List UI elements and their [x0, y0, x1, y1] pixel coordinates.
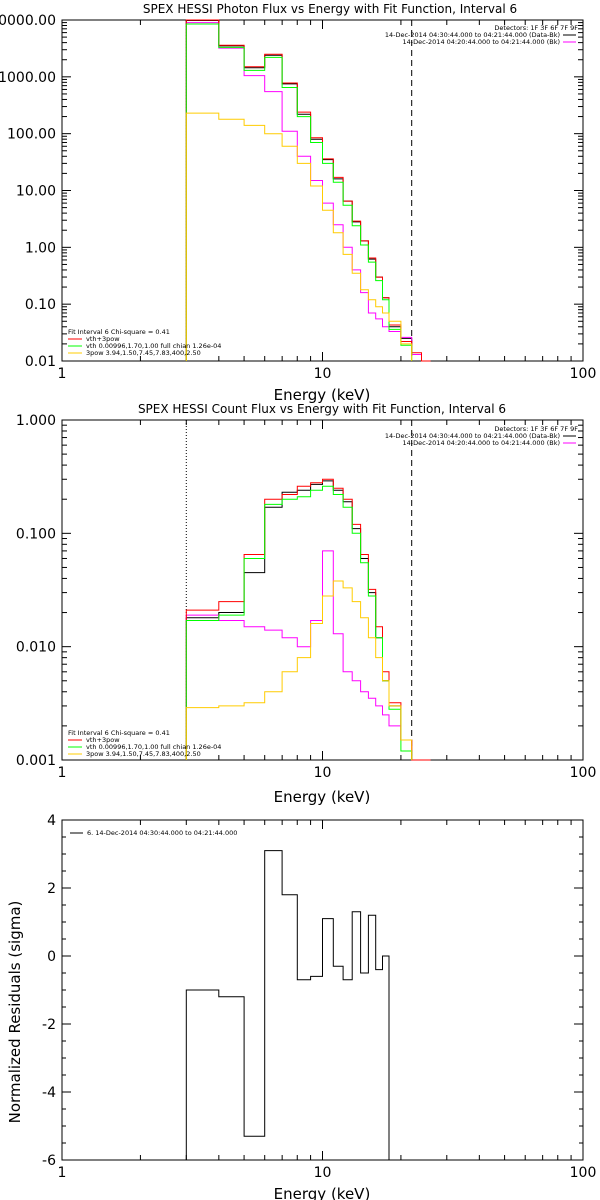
- count-series-3pow: [185, 580, 413, 760]
- photon-bk-interval-text: 14-Dec-2014 04:20:44.000 to 04:21:44.000…: [403, 38, 561, 46]
- photon-x-tick-label: 10: [314, 366, 332, 382]
- photon-x-tick-label: 100: [570, 366, 597, 382]
- photon-y-tick-label: 0.10: [25, 297, 56, 313]
- residuals-plot-area: 1 10 100 -6 -4 -2 0 2 4: [42, 813, 596, 1181]
- photon-flux-panel: SPEX HESSI Photon Flux vs Energy with Fi…: [0, 2, 596, 404]
- count-x-tick-label: 10: [314, 765, 332, 781]
- photon-series-vth: [185, 23, 413, 361]
- residuals-plot-frame: [61, 819, 584, 1161]
- count-flux-panel: SPEX HESSI Count Flux vs Energy with Fit…: [16, 402, 596, 806]
- count-data-bk-interval-text: 14-Dec-2014 04:30:44.000 to 04:21:44.000…: [385, 432, 560, 440]
- photon-y-tick-label: 0.01: [25, 354, 56, 370]
- photon-legend-3pow: 3pow 3.94,1.50,7.45,7.83,400,2.50: [86, 349, 201, 357]
- photon-fit-legend: Fit Interval 6 Chi-square = 0.41 vth+3po…: [68, 328, 221, 357]
- count-legend-3pow: 3pow 3.94,1.50,7.45,7.83,400,2.50: [86, 750, 201, 758]
- photon-y-tick-label: 10.00: [16, 184, 56, 200]
- photon-y-tick-label: 100.00: [7, 127, 56, 143]
- photon-x-axis-label: Energy (keV): [274, 386, 371, 404]
- photon-detectors-text: Detectors: 1F 3F 6F 7F 9F: [494, 24, 578, 32]
- residuals-x-tick-label: 1: [58, 1165, 67, 1181]
- count-x-tick-label: 1: [58, 765, 67, 781]
- photon-x-tick-label: 1: [58, 366, 67, 382]
- count-y-tick-label: 0.010: [16, 640, 56, 656]
- count-plot-area: 1 10 100 0.001 0.010 0.100 1.000: [16, 413, 596, 781]
- residuals-y-axis-label: Normalized Residuals (sigma): [6, 901, 24, 1124]
- photon-fit-interval-text: Fit Interval 6 Chi-square = 0.41: [68, 328, 170, 336]
- photon-y-tick-label: 1000.00: [0, 70, 56, 86]
- residuals-x-axis-label: Energy (keV): [274, 1185, 371, 1200]
- residuals-y-tick-label: -2: [42, 1017, 56, 1033]
- photon-plot-area: 1 10 100 0.01 0.10 1.00 10.00 100.00 1000.00 1000…: [0, 13, 596, 382]
- count-x-tick-label: 100: [570, 765, 597, 781]
- photon-y-tick-label: 10000.00: [0, 13, 56, 29]
- residuals-y-tick-label: -6: [42, 1153, 56, 1169]
- photon-header: Detectors: 1F 3F 6F 7F 9F 14-Dec-2014 04…: [385, 24, 578, 46]
- photon-series-data-bk: [185, 20, 431, 362]
- photon-series-3pow: [185, 112, 413, 361]
- photon-legend-vth: vth 0.00996,1.70,1.00 full chian 1.26e-0…: [86, 342, 221, 350]
- residuals-y-tick-label: 4: [47, 813, 56, 829]
- residuals-series-6-14-dec-2014-04-30-44-000-to-04-21-44-000: [185, 850, 390, 1160]
- photon-panel-title: SPEX HESSI Photon Flux vs Energy with Fi…: [143, 2, 517, 16]
- residuals-y-tick-label: 0: [47, 949, 56, 965]
- count-fit-interval-text: Fit Interval 6 Chi-square = 0.41: [68, 729, 170, 737]
- photon-data-bk-interval-text: 14-Dec-2014 04:30:44.000 to 04:21:44.000…: [385, 31, 560, 39]
- residuals-panel: 1 10 100 -6 -4 -2 0 2 4 Energy (keV) Normalized …: [6, 813, 596, 1200]
- count-y-tick-label: 0.001: [16, 753, 56, 769]
- count-header: Detectors: 1F 3F 6F 7F 9F 14-Dec-2014 04…: [385, 425, 578, 447]
- count-panel-title: SPEX HESSI Count Flux vs Energy with Fit…: [138, 402, 506, 416]
- count-series-vth: [185, 485, 413, 760]
- residuals-y-tick-label: 2: [47, 881, 56, 897]
- count-bk-interval-text: 14-Dec-2014 04:20:44.000 to 04:21:44.000…: [403, 439, 561, 447]
- count-detectors-text: Detectors: 1F 3F 6F 7F 9F: [494, 425, 578, 433]
- count-fit-legend: Fit Interval 6 Chi-square = 0.41 vth+3po…: [68, 729, 221, 758]
- count-legend-vth: vth 0.00996,1.70,1.00 full chian 1.26e-0…: [86, 743, 221, 751]
- residuals-y-tick-label: -4: [42, 1085, 56, 1101]
- count-x-axis-label: Energy (keV): [274, 788, 371, 806]
- count-legend-vth-3pow: vth+3pow: [86, 736, 120, 744]
- residuals-x-tick-label: 100: [570, 1165, 597, 1181]
- photon-series-vth-3pow: [185, 19, 431, 362]
- residuals-x-tick-label: 10: [314, 1165, 332, 1181]
- count-y-tick-label: 0.100: [16, 526, 56, 542]
- count-series-vth-3pow: [185, 478, 431, 761]
- count-y-tick-label: 1.000: [16, 413, 56, 429]
- residuals-legend-text: 6. 14-Dec-2014 04:30:44.000 to 04:21:44.…: [87, 829, 237, 837]
- photon-y-tick-label: 1.00: [25, 240, 56, 256]
- photon-series-bk: [185, 22, 422, 361]
- photon-legend-vth-3pow: vth+3pow: [86, 335, 120, 343]
- count-series-bk: [185, 550, 413, 760]
